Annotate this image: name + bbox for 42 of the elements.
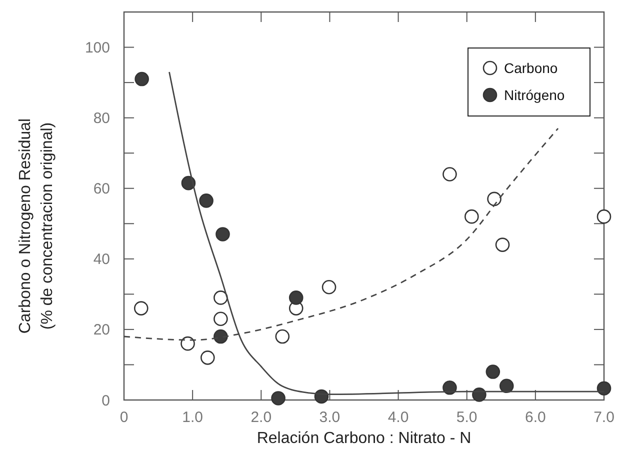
point — [181, 176, 196, 190]
point — [271, 391, 286, 406]
legend-label: Nitrógeno — [504, 86, 565, 103]
legend-label: Carbono — [504, 60, 558, 76]
point — [134, 72, 149, 86]
point — [275, 329, 290, 344]
point — [134, 301, 148, 316]
y-tick-label: 80 — [93, 110, 110, 128]
point — [200, 350, 215, 365]
y-tick-label: 0 — [102, 392, 110, 410]
x-tick-label: 7.0 — [594, 409, 614, 426]
point — [288, 290, 304, 305]
point — [214, 312, 228, 326]
point — [216, 227, 230, 242]
y-axis-title: Carbono o Nitrogeno Residual (% de concentracion original) — [17, 118, 56, 334]
point — [472, 388, 486, 402]
point — [495, 238, 510, 252]
x-tick-label: 2.0 — [250, 409, 272, 426]
point — [442, 167, 457, 182]
x-tick-label: 4.0 — [388, 409, 409, 426]
point — [180, 336, 195, 351]
point — [442, 380, 457, 395]
y-tick-label: 100 — [84, 40, 110, 57]
point — [322, 280, 336, 294]
x-tick-label: 3.0 — [319, 409, 340, 426]
point — [214, 329, 228, 344]
x-tick-label: 6.0 — [525, 409, 546, 426]
point — [499, 378, 514, 394]
point — [596, 209, 612, 224]
point — [596, 381, 612, 396]
x-tick-label: 1.0 — [182, 409, 203, 426]
point — [214, 290, 228, 305]
x-axis-title: Relación Carbono : Nitrato - N — [256, 430, 472, 447]
y-tick-label: 20 — [93, 322, 110, 339]
x-tick-label: 0 — [120, 409, 128, 426]
point — [199, 194, 214, 208]
point — [464, 209, 479, 224]
y-tick-label: 40 — [93, 251, 110, 268]
point — [486, 364, 500, 379]
point — [487, 192, 502, 206]
x-tick-label: 5.0 — [456, 409, 478, 426]
y-tick-label: 60 — [93, 180, 110, 198]
